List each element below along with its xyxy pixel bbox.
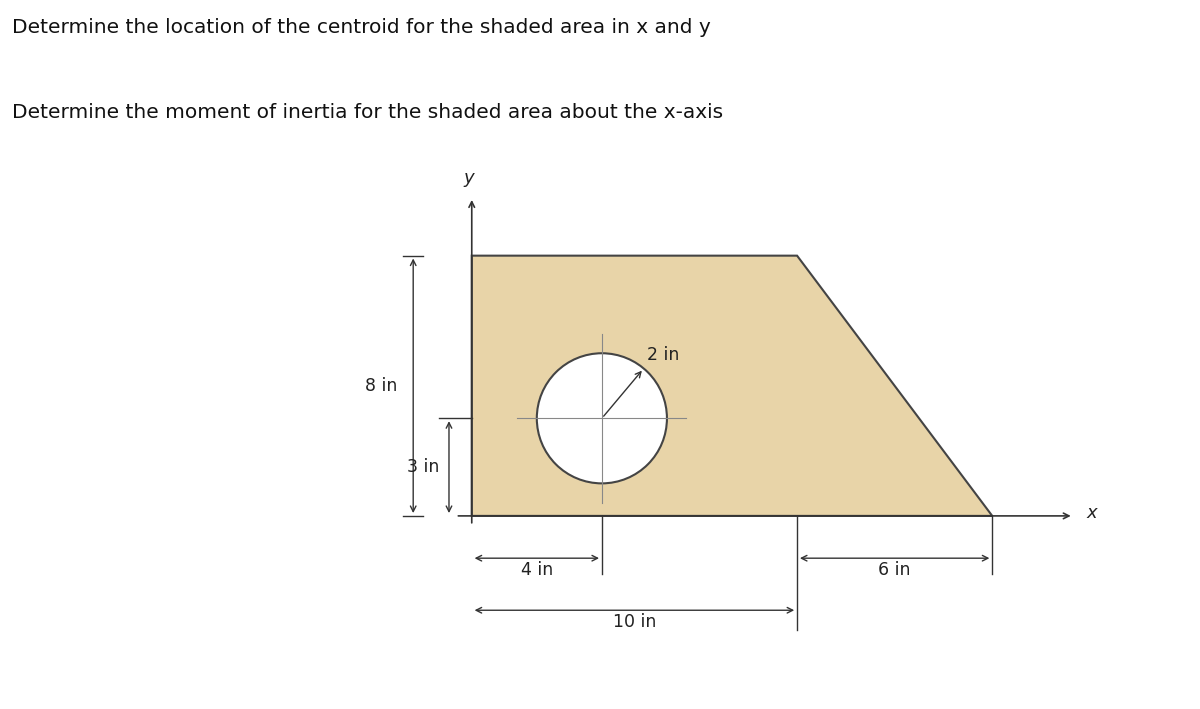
Text: x: x bbox=[1086, 503, 1097, 522]
Text: 6 in: 6 in bbox=[878, 562, 911, 579]
Text: y: y bbox=[463, 169, 474, 187]
Text: 4 in: 4 in bbox=[521, 562, 553, 579]
Text: 10 in: 10 in bbox=[613, 613, 656, 632]
Circle shape bbox=[536, 353, 667, 484]
Text: 2 in: 2 in bbox=[647, 345, 679, 364]
Text: 3 in: 3 in bbox=[407, 458, 439, 476]
Text: Determine the moment of inertia for the shaded area about the x-axis: Determine the moment of inertia for the … bbox=[12, 103, 724, 122]
Text: Determine the location of the centroid for the shaded area in x and y: Determine the location of the centroid f… bbox=[12, 18, 710, 37]
Polygon shape bbox=[472, 256, 992, 516]
Text: 8 in: 8 in bbox=[365, 376, 397, 395]
